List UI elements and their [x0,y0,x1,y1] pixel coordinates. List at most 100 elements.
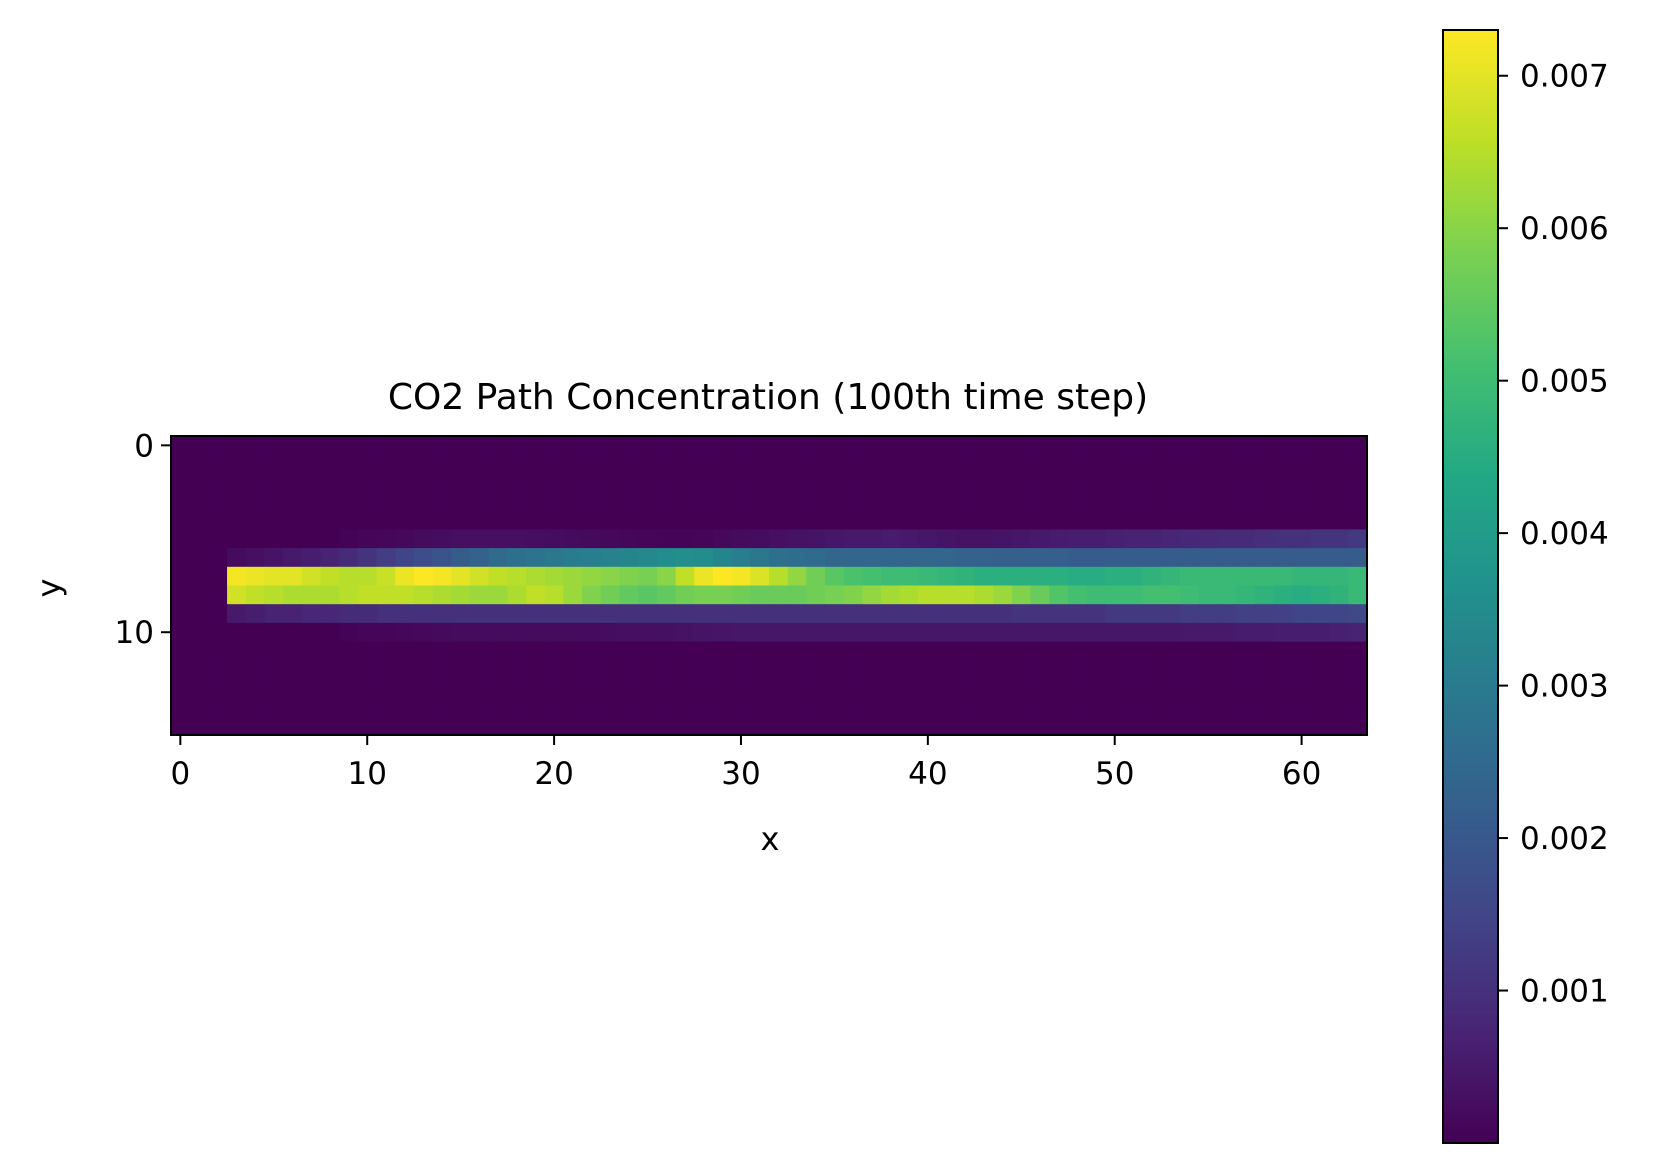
heatmap-cell [955,529,976,549]
heatmap-cell [1254,585,1275,605]
heatmap-cell [1105,716,1125,736]
heatmap-cell [227,566,247,587]
heatmap-cell [488,660,508,680]
heatmap-cell [843,604,864,624]
heatmap-cell [974,622,994,643]
heatmap-cell [955,473,976,493]
heatmap-cell [1310,622,1331,643]
heatmap-cell [1236,604,1256,624]
heatmap-cell [1161,678,1181,699]
heatmap-cell [1236,548,1256,568]
heatmap-cell [507,492,527,512]
heatmap-cell [1142,548,1163,568]
heatmap-cell [937,510,957,531]
heatmap-cell [638,716,658,736]
heatmap-cell [1011,622,1032,643]
heatmap-cell [1049,566,1069,587]
heatmap-cell [1011,641,1032,661]
heatmap-cell [320,548,340,568]
heatmap-cell [208,660,228,680]
x-tick-label: 60 [1282,756,1321,792]
heatmap-cell [227,436,247,456]
heatmap-cell [264,678,284,699]
heatmap-cell [787,510,807,531]
heatmap-cell [1180,716,1200,736]
heatmap-cell [1180,697,1200,717]
heatmap-cell [357,454,378,474]
heatmap-cell [881,454,901,474]
heatmap-cell [787,436,807,456]
heatmap-cell [638,454,658,474]
heatmap-cell [712,566,733,587]
heatmap-cell [656,548,677,568]
heatmap-cell [974,697,994,717]
heatmap-cell [488,473,508,493]
heatmap-cell [1142,697,1163,717]
heatmap-cell [638,548,658,568]
heatmap-cell [1105,436,1125,456]
heatmap-cell [825,716,845,736]
heatmap-cell [918,641,938,661]
heatmap-cell [245,622,266,643]
heatmap-cell [1011,454,1032,474]
heatmap-cell [937,678,957,699]
heatmap-cell [1310,641,1331,661]
heatmap-cell [1068,697,1088,717]
heatmap-cell [264,585,284,605]
heatmap-cell [694,510,714,531]
heatmap-cell [544,716,565,736]
heatmap-cell [806,697,826,717]
heatmap-cell [750,492,770,512]
heatmap-cell [301,604,322,624]
heatmap-cell [339,678,359,699]
heatmap-cell [451,622,471,643]
heatmap-cell [413,473,434,493]
heatmap-cell [1292,454,1312,474]
heatmap-cell [1161,529,1181,549]
heatmap-cell [320,622,340,643]
heatmap-cell [488,510,508,531]
heatmap-cell [656,510,677,531]
heatmap-cell [993,566,1013,587]
heatmap-cell [1086,585,1106,605]
heatmap-cell [638,473,658,493]
heatmap-cell [507,473,527,493]
heatmap-cell [1273,641,1293,661]
heatmap-cell [1273,697,1293,717]
heatmap-cell [806,548,826,568]
heatmap-cell [1236,436,1256,456]
heatmap-cell [712,436,733,456]
heatmap-cell [974,678,994,699]
heatmap-cell [806,492,826,512]
heatmap-cell [413,678,434,699]
heatmap-cell [787,529,807,549]
heatmap-cell [1161,436,1181,456]
heatmap-cell [937,641,957,661]
x-axis-ticks: 0 10 20 30 40 50 60 [170,735,1321,792]
heatmap-cell [1329,622,1349,643]
heatmap-cell [843,548,864,568]
heatmap-cell [320,697,340,717]
heatmap-cell [600,454,621,474]
heatmap-cell [320,454,340,474]
heatmap-cell [1124,492,1144,512]
heatmap-cell [1011,436,1032,456]
heatmap-cell [694,492,714,512]
heatmap-cell [899,492,920,512]
heatmap-cell [526,529,546,549]
heatmap-cell [881,585,901,605]
heatmap-cell [395,697,415,717]
heatmap-cell [862,492,882,512]
heatmap-cell [918,716,938,736]
heatmap-cell [825,454,845,474]
heatmap-cell [582,585,602,605]
heatmap-cell [488,622,508,643]
heatmap-cell [750,585,770,605]
heatmap-cell [413,492,434,512]
heatmap-cell [264,436,284,456]
heatmap-cell [694,473,714,493]
heatmap-cell [937,454,957,474]
heatmap-cell [937,604,957,624]
heatmap-cell [656,641,677,661]
heatmap-cell [544,660,565,680]
